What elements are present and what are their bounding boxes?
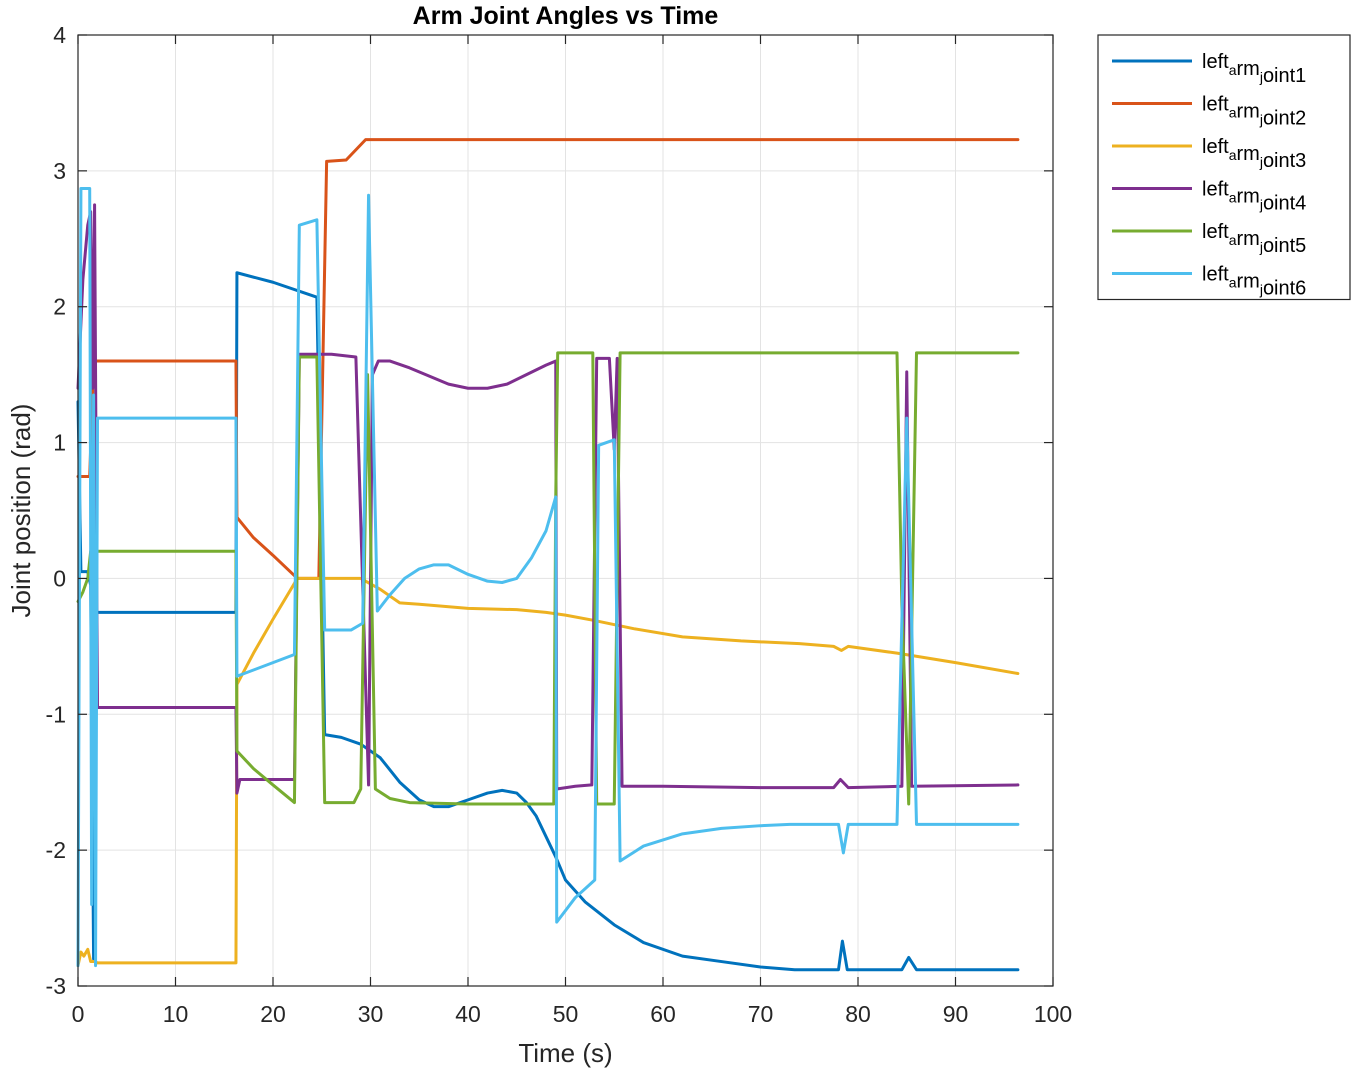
y-tick-label: -2 <box>46 837 66 863</box>
x-tick-label: 10 <box>163 1001 189 1027</box>
x-tick-label: 90 <box>943 1001 969 1027</box>
legend-label-1: leftarmjoint1 <box>1202 51 1306 87</box>
legend-label-3: leftarmjoint3 <box>1202 136 1306 172</box>
y-tick-label: 3 <box>53 158 66 184</box>
x-tick-label: 100 <box>1034 1001 1072 1027</box>
y-tick-label: -3 <box>46 973 66 999</box>
legend-box <box>1097 34 1351 301</box>
x-tick-label: 50 <box>553 1001 579 1027</box>
ticks: 0 10 20 30 40 50 60 70 80 90 100 -3 -2 -1 0 1 2 3 4 <box>46 22 1073 1027</box>
x-tick-label: 30 <box>358 1001 384 1027</box>
legend-label-5: leftarmjoint5 <box>1202 221 1306 257</box>
y-tick-label: 1 <box>53 430 66 456</box>
legend-label-2: leftarmjoint2 <box>1202 94 1306 130</box>
x-tick-label: 70 <box>748 1001 774 1027</box>
y-tick-label: 4 <box>53 22 66 48</box>
series-line-5 <box>76 351 1020 806</box>
y-tick-label: 2 <box>53 294 66 320</box>
legend: leftarmjoint1 leftarmjoint2 leftarmjoint3 l… <box>1097 34 1351 301</box>
x-axis-label: Time (s) <box>518 1038 612 1068</box>
legend-label-4: leftarmjoint4 <box>1202 179 1306 215</box>
x-tick-label: 0 <box>72 1001 85 1027</box>
y-tick-label: 0 <box>53 565 66 591</box>
series-line-1 <box>76 271 1020 972</box>
y-tick-label: -1 <box>46 701 66 727</box>
x-tick-label: 40 <box>455 1001 481 1027</box>
chart-title: Arm Joint Angles vs Time <box>413 2 719 30</box>
plot-lines <box>76 138 1020 972</box>
x-tick-label: 60 <box>650 1001 676 1027</box>
series-line-6 <box>76 187 1020 968</box>
x-tick-label: 20 <box>260 1001 286 1027</box>
legend-label-6: leftarmjoint6 <box>1202 264 1306 300</box>
y-axis-label: Joint position (rad) <box>6 404 36 618</box>
x-tick-label: 80 <box>845 1001 871 1027</box>
